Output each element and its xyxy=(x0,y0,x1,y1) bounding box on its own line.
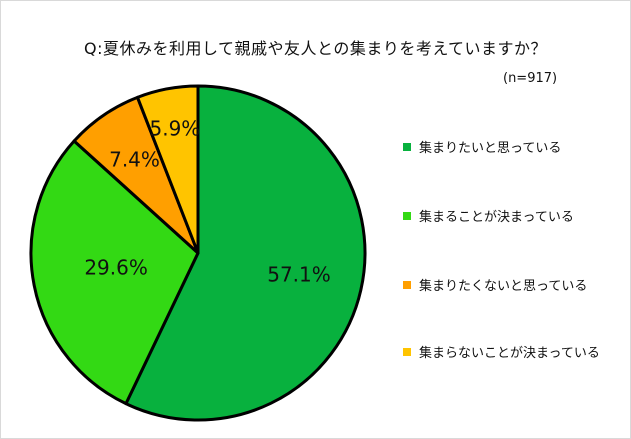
legend-swatch-3 xyxy=(403,347,411,356)
legend-swatch-1 xyxy=(403,211,411,220)
legend-item-2: 集まりたくないと思っている xyxy=(403,275,587,294)
pie-slice-3 xyxy=(136,84,200,255)
legend-swatch-2 xyxy=(403,280,411,289)
pie-slice-0 xyxy=(124,84,367,422)
legend-label-1: 集まることが決まっている xyxy=(419,210,574,225)
legend-label-2: 集まりたくないと思っている xyxy=(419,279,588,294)
slice-label-3: 5.9% xyxy=(149,116,200,140)
legend-swatch-0 xyxy=(403,142,411,151)
slice-label-0: 57.1% xyxy=(267,262,331,286)
slice-label-1: 29.6% xyxy=(84,256,148,280)
legend-label-3: 集まらないことが決まっている xyxy=(419,346,600,361)
pie-slice-1 xyxy=(29,139,200,406)
legend-item-1: 集まることが決まっている xyxy=(403,206,574,225)
legend-item-0: 集まりたいと思っている xyxy=(403,137,561,156)
chart-title: Q:夏休みを利用して親戚や友人との集まりを考えていますか？ xyxy=(83,39,548,58)
legend-label-0: 集まりたいと思っている xyxy=(419,141,562,156)
legend-item-3: 集まらないことが決まっている xyxy=(403,342,600,361)
sample-size-note: (n=917) xyxy=(503,71,558,86)
slice-label-2: 7.4% xyxy=(109,147,160,171)
